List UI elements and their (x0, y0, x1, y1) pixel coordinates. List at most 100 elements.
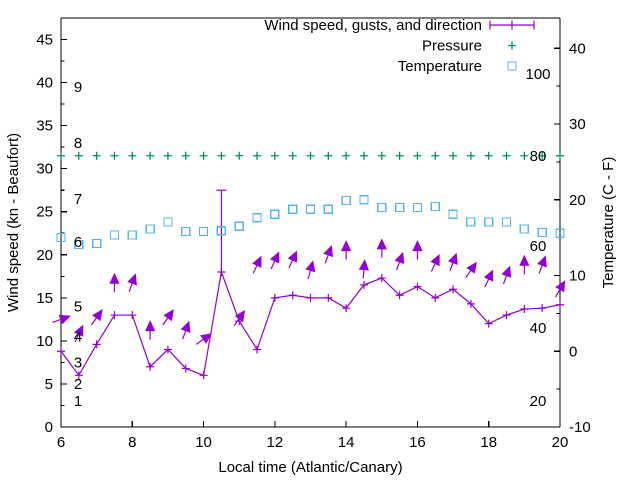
temperature-marker (181, 226, 191, 237)
x-axis-tick-label: 6 (57, 434, 65, 451)
arrow-head (58, 314, 71, 325)
x-axis-tick-label: 20 (552, 434, 569, 451)
pressure-marker (128, 151, 137, 160)
pressure-marker (359, 151, 368, 160)
wind-direction-arrow (90, 309, 103, 326)
wind-speed-marker (466, 299, 475, 308)
inner-scale-labels: 12 3 4 5 6 7 8 9 20 40 60 80 100 (74, 66, 551, 410)
arrow-head (127, 273, 137, 286)
wind-direction-arrow (412, 240, 423, 260)
wind-speed-marker (217, 268, 226, 277)
y-axis-tick-label: 45 (36, 32, 53, 49)
temperature-marker (163, 217, 173, 227)
pressure-marker (324, 151, 333, 160)
wind-direction-arrow (537, 255, 547, 274)
pressure-marker (92, 151, 101, 160)
temperature-marker (270, 209, 280, 219)
x-axis-title: Local time (Atlantic/Canary) (218, 459, 402, 476)
wind-speed-marker (395, 291, 404, 300)
wind-speed-marker (520, 305, 529, 314)
arrow-head (92, 309, 103, 322)
y-axis-tick-label: 10 (36, 333, 53, 350)
wind-speed-marker (431, 293, 440, 302)
wind-direction-arrow (394, 251, 405, 271)
arrow-head (341, 240, 352, 252)
beaufort-scale-label: 3 (74, 354, 82, 371)
wind-direction-arrow (465, 261, 477, 279)
wind-direction-arrow (554, 280, 566, 298)
wind-speed-marker (413, 282, 422, 291)
pressure-marker (431, 151, 440, 160)
pressure-marker (146, 151, 155, 160)
wind-speed-marker (253, 345, 262, 354)
y-axis-tick-label: 0 (45, 419, 53, 436)
wind-direction-arrow (448, 252, 458, 272)
pressure-marker (270, 151, 279, 160)
x-axis-tick-label: 16 (409, 434, 426, 451)
wind-speed-marker (57, 347, 65, 356)
beaufort-scale-label: 8 (74, 135, 82, 152)
wind-speed-marker (146, 362, 155, 371)
arrow-head (323, 244, 333, 258)
wind-speed-marker (199, 371, 208, 380)
temperature-marker (555, 228, 565, 238)
wind-speed-marker (538, 304, 547, 313)
wind-direction-arrow (233, 309, 246, 327)
arrow-head (358, 259, 370, 271)
wind-direction-arrow (109, 272, 120, 293)
y2-axis-tick-label: 20 (569, 192, 586, 209)
humidity-scale-label: 20 (530, 393, 547, 410)
wind-speed-marker (502, 311, 511, 320)
y2-axis-tick-label: -10 (569, 419, 591, 436)
legend-swatch-square (507, 61, 517, 71)
y-axis-tick-label: 5 (45, 376, 53, 393)
arrow-head (144, 320, 156, 332)
pressure-marker (395, 151, 404, 160)
arrow-head (466, 261, 477, 274)
pressure-marker (449, 151, 458, 160)
pressure-marker (288, 151, 297, 160)
chart-legend: Wind speed, gusts, and direction Pressure… (264, 17, 535, 75)
x-axis-tick-label: 8 (128, 434, 136, 451)
wind-direction-arrow (162, 309, 174, 326)
temperature-marker (288, 204, 298, 214)
beaufort-scale-label: 5 (74, 298, 82, 315)
temperature-marker (74, 239, 84, 250)
temperature-marker (109, 230, 120, 240)
y2-axis-title: Temperature (C - F) (600, 157, 617, 289)
wind-speed-marker (270, 293, 279, 302)
arrow-head (200, 333, 213, 344)
arrow-head (252, 255, 262, 268)
wind-direction-arrow (430, 253, 440, 272)
y-axis-tick-label: 40 (36, 75, 53, 92)
arrow-head (501, 265, 512, 278)
temperature-marker (216, 226, 227, 236)
beaufort-scale-label: 6 (74, 234, 82, 251)
humidity-scale-label: 40 (530, 320, 547, 337)
wind-direction-arrow (501, 265, 512, 285)
y2-axis-tick-label: 0 (569, 343, 577, 360)
wind-speed-marker (306, 293, 315, 302)
wind-direction-arrow (195, 333, 213, 345)
arrow-head (394, 251, 405, 265)
temperature-marker (341, 195, 351, 206)
pressure-marker (217, 151, 226, 160)
humidity-scale-label: 100 (525, 66, 550, 83)
pressure-marker (502, 151, 511, 160)
temperature-marker (323, 204, 333, 214)
arrow-head (483, 269, 494, 282)
wind-speed-marker (342, 304, 351, 313)
temperature-marker (430, 201, 440, 212)
arrow-head (234, 309, 246, 322)
wind-direction-arrow (252, 255, 262, 274)
wind-direction-arrow (323, 244, 333, 264)
x-axis-tick-label: 14 (338, 434, 355, 451)
arrow-head (519, 254, 530, 266)
temperature-marker (377, 202, 387, 213)
wind-direction-arrow (73, 324, 84, 343)
wind-speed-marker (449, 285, 458, 294)
y-axis-tick-label: 15 (36, 290, 53, 307)
pressure-marker (520, 151, 529, 160)
